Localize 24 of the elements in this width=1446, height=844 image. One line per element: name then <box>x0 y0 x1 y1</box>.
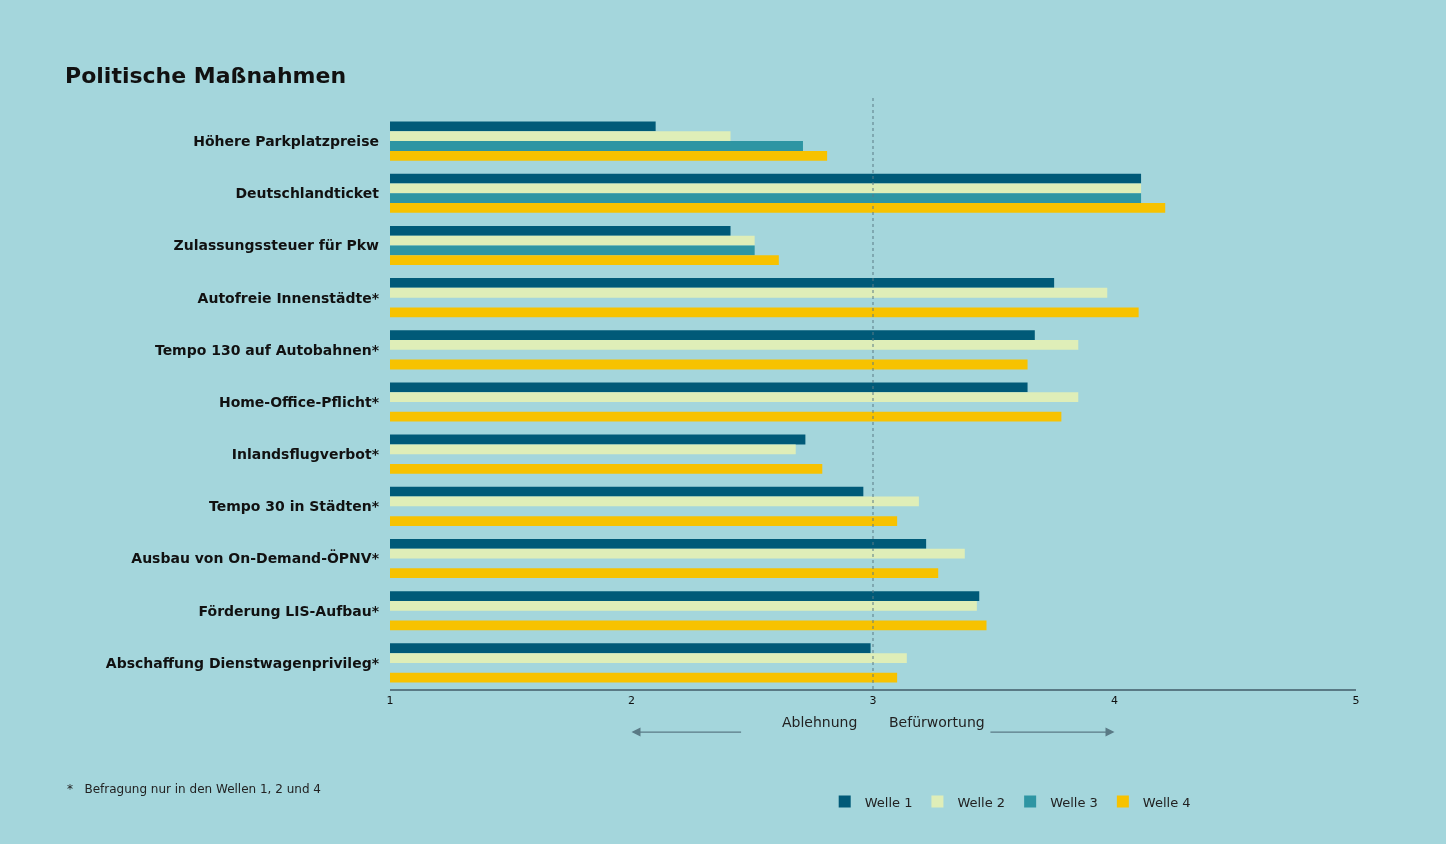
y-tick-label: Home-Office-Pflicht* <box>218 393 380 410</box>
y-tick-label: Tempo 30 in Städten* <box>208 498 380 515</box>
y-tick-label: Inlandsflugverbot* <box>231 446 380 463</box>
text: Befürwortung <box>889 714 985 730</box>
text: Politische Maßnahmen <box>65 62 347 88</box>
y-tick-label: Ausbau von On-Demand-ÖPNV* <box>131 549 380 567</box>
legend-label: Welle 1 <box>864 794 913 810</box>
legend-label: Welle 3 <box>1050 794 1098 810</box>
text: Ablehnung <box>782 714 858 730</box>
y-tick-label: Tempo 130 auf Autobahnen* <box>154 341 380 358</box>
x-tick-label: 3 <box>869 693 877 707</box>
x-tick-label: 2 <box>628 693 635 707</box>
y-tick-label: Höhere Parkplatzpreise <box>193 132 379 149</box>
x-tick-label: 1 <box>386 693 394 707</box>
x-tick-label: 4 <box>1111 693 1118 707</box>
x-tick-label: 5 <box>1352 693 1360 707</box>
y-tick-label: Deutschlandticket <box>235 185 380 202</box>
legend-label: Welle 4 <box>1142 794 1191 810</box>
text: * Befragung nur in den Wellen 1, 2 und 4 <box>67 782 321 796</box>
y-tick-label: Abschaffung Dienstwagenprivileg* <box>105 654 380 671</box>
legend-label: Welle 2 <box>957 794 1006 810</box>
y-tick-label: Förderung LIS-Aufbau* <box>198 602 380 619</box>
y-tick-label: Autofreie Innenstädte* <box>197 289 380 306</box>
y-tick-label: Zulassungssteuer für Pkw <box>173 237 380 254</box>
